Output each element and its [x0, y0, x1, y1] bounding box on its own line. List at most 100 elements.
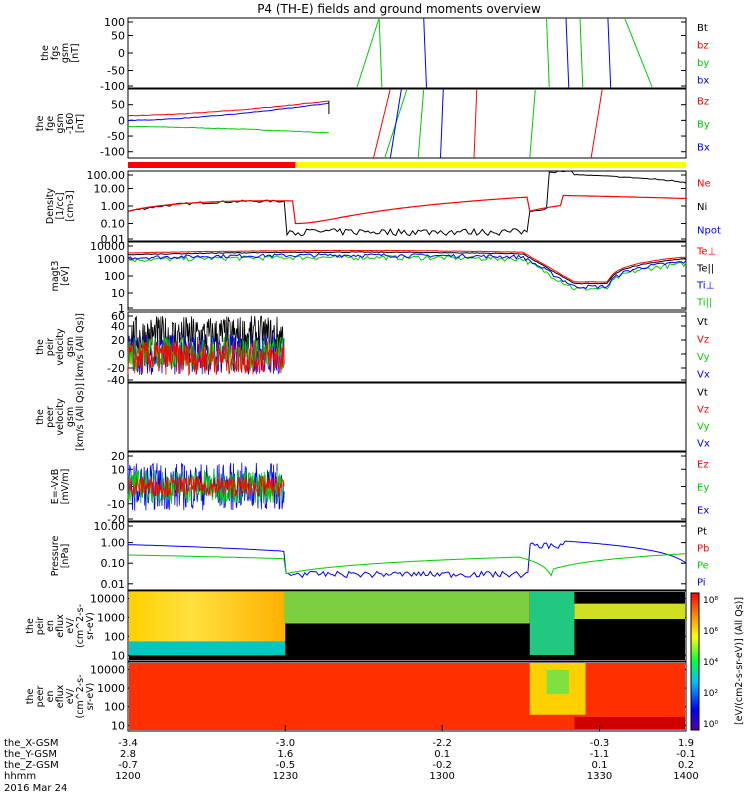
series-line [389, 88, 402, 159]
chart-title: P4 (TH-E) fields and ground moments over… [257, 2, 541, 16]
legend-entry: Pi [697, 578, 706, 589]
y-tick-label: -100 [100, 146, 125, 159]
y-axis-label-line: velocity [55, 328, 66, 366]
legend-entry: Vx [697, 369, 710, 380]
y-axis-label-line: gsm [60, 43, 71, 63]
y-axis-label-line: [km/s (All Qs)] [75, 383, 86, 451]
y-axis-label-line: gsm [65, 337, 76, 357]
y-axis-label: the fgs gsm [nT] [40, 43, 81, 63]
series-line [417, 88, 425, 159]
y-axis-label-line: gsm [55, 113, 66, 133]
spectrogram-region [129, 592, 286, 643]
spectrogram-region [129, 641, 286, 656]
series-line [128, 553, 687, 577]
y-tick-label: 10000 [90, 593, 125, 606]
y-tick-label: -20 [107, 513, 125, 526]
series-line [440, 88, 444, 159]
y-tick-label: 0.01 [101, 233, 126, 246]
colorbar: 10⁸ 10⁶ 10⁴ 10² 10⁰ [eV/(cm2-s-sr-eV)] (All Q… [690, 592, 745, 731]
x-axis-value: 2.8 [120, 749, 136, 760]
x-axis-row-label: the_X-GSM [4, 738, 58, 749]
y-tick-label: 10 [111, 287, 125, 300]
y-axis-label-line: [mV/m] [60, 469, 71, 505]
y-tick-label: 10.00 [94, 520, 126, 533]
legend-entry: Vy [697, 422, 710, 433]
colorbar-tick-label: 10⁸ [703, 596, 718, 606]
spectrogram-region [574, 717, 685, 729]
y-axis-label-line: fge [45, 116, 56, 131]
legend-entry: Vt [697, 317, 708, 328]
y-axis-label-line: -160 [65, 113, 76, 135]
y-axis-label-line: magt3 [50, 261, 61, 292]
x-axis-value: -1.1 [590, 749, 610, 760]
x-axis-value: -2.2 [432, 738, 452, 749]
x-axis-row-label: the_Y-GSM [4, 749, 57, 760]
y-axis-label-line: the [35, 339, 46, 355]
panel-frame [127, 521, 687, 591]
y-axis-label: E=-VxB [mV/m] [50, 469, 71, 505]
series-line [127, 540, 687, 579]
y-tick-label: 100 [104, 16, 125, 29]
y-tick-label: 10 [111, 463, 125, 476]
panel-ion-spectrogram: 10000 1000 100 10 the peir en eflux eV/(cm^2-s-s… [25, 590, 687, 662]
panel-frame [127, 661, 687, 732]
series-line [127, 249, 687, 283]
x-axis-value: 1.9 [678, 738, 694, 749]
y-tick-label: 1 [118, 302, 125, 315]
y-axis-label-line: eV/ [65, 617, 76, 633]
y-tick-label: 0 [118, 348, 125, 361]
legend-entry: Vy [697, 352, 710, 363]
y-axis-label-line: peer [45, 406, 56, 428]
legend-entry: Ey [697, 483, 709, 494]
colorbar-gradient [690, 592, 700, 731]
legend-entry: Pb [697, 544, 709, 555]
y-axis-label-line: the [40, 45, 51, 61]
y-tick-label: -40 [107, 374, 125, 387]
colorbar-tick-label: 10⁰ [703, 720, 718, 730]
y-axis-label: the peir en eflux eV/(cm^2-s-sr-eV) [25, 604, 96, 648]
series-line [128, 125, 329, 134]
y-axis-label: the fge gsm -160 [nT] [35, 113, 86, 135]
y-axis-label-line: E=-VxB [50, 469, 61, 504]
y-axis-label-line: peir [35, 617, 46, 636]
x-axis-value: -0.2 [432, 760, 452, 771]
series-line [378, 17, 383, 89]
x-axis-value: -0.7 [118, 760, 138, 771]
y-axis-label-line: the [25, 618, 36, 634]
y-tick-label: 100 [104, 270, 125, 283]
y-tick-label: 0 [118, 114, 125, 127]
series-line [565, 17, 570, 89]
series-line [590, 88, 603, 159]
y-tick-label: 1000 [97, 682, 125, 695]
spectrogram-region [529, 592, 575, 655]
y-tick-label: 0.10 [101, 557, 126, 570]
panel-frame [127, 88, 687, 159]
series-line [127, 475, 285, 499]
panel-frame [127, 170, 687, 242]
x-axis-value: 0.1 [434, 749, 450, 760]
legend-entry: Te|| [696, 264, 714, 275]
y-axis-label: magt3 [eV] [50, 261, 71, 292]
y-tick-label: -50 [107, 130, 125, 143]
legend-entry: Ni [697, 202, 707, 213]
y-tick-label: 20 [111, 450, 125, 463]
series-line [546, 17, 550, 89]
colorbar-label: [eV/(cm2-s-sr-eV)] (All Qs)] [734, 597, 745, 725]
x-axis-value: -0.1 [676, 749, 696, 760]
legend-entry: bz [697, 40, 709, 51]
y-axis-label-line: (cm^2-s- [75, 604, 86, 648]
x-axis-value: -0.3 [590, 738, 610, 749]
colorbar-tick-label: 10² [703, 689, 718, 699]
date-label: 2016 Mar 24 [4, 783, 67, 794]
legend-entry: by [697, 58, 709, 69]
colorbar-tick-label: 10⁴ [703, 658, 718, 668]
y-axis-label-line: Density [45, 188, 56, 224]
y-tick-label: 0 [118, 481, 125, 494]
y-axis-label-line: velocity [55, 398, 66, 436]
legend-entry: Te⊥ [696, 247, 716, 258]
mode-bar-fast [295, 162, 686, 168]
y-axis-label-line: en [45, 620, 56, 632]
y-axis-label-line: eflux [55, 614, 66, 638]
legend-entry: Bz [697, 97, 709, 108]
